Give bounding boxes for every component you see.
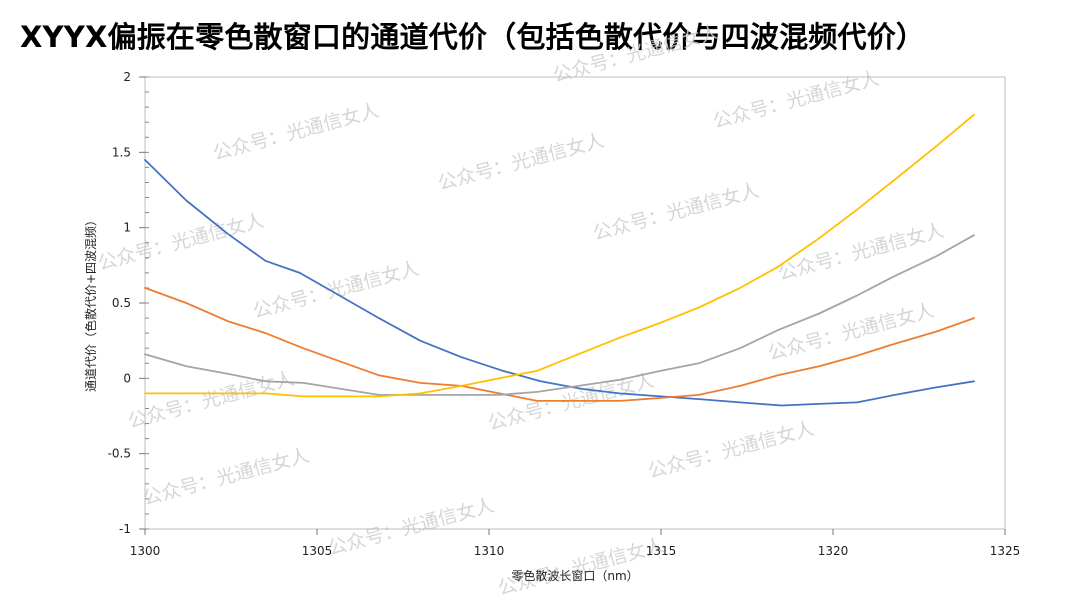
watermark-text: 公众号：光通信女人 bbox=[776, 219, 947, 285]
series-line-4 bbox=[144, 113, 975, 398]
series-line-3 bbox=[144, 234, 975, 396]
watermark-layer: 公众号：光通信女人公众号：光通信女人公众号：光通信女人公众号：光通信女人公众号：… bbox=[96, 21, 947, 600]
y-tick-label: 0.5 bbox=[112, 296, 131, 310]
x-tick-label: 1325 bbox=[990, 544, 1021, 558]
watermark-text: 公众号：光通信女人 bbox=[436, 129, 607, 195]
series-line-2 bbox=[144, 286, 975, 402]
watermark-text: 公众号：光通信女人 bbox=[496, 534, 667, 600]
y-tick-label: -0.5 bbox=[108, 447, 131, 461]
watermark-text: 公众号：光通信女人 bbox=[326, 494, 497, 560]
y-tick-label: 1.5 bbox=[112, 145, 131, 159]
x-tick-label: 1305 bbox=[302, 544, 333, 558]
y-tick-label: 0 bbox=[123, 371, 131, 385]
series-layer bbox=[144, 113, 975, 407]
series-line-1 bbox=[144, 158, 975, 407]
watermark-text: 公众号：光通信女人 bbox=[486, 369, 657, 435]
x-tick-label: 1320 bbox=[818, 544, 849, 558]
y-axis-title: 通道代价（色散代价+四波混频） bbox=[83, 214, 98, 392]
watermark-text: 公众号：光通信女人 bbox=[591, 179, 762, 245]
watermark-text: 公众号：光通信女人 bbox=[96, 209, 267, 275]
watermark-text: 公众号：光通信女人 bbox=[211, 99, 382, 165]
axis-ticks: -1 -0.5 0 0.5 1 1.5 2 1300 1305 1310 1315 1320 1325 bbox=[108, 70, 1021, 558]
watermark-text: 公众号：光通信女人 bbox=[141, 444, 312, 510]
watermark-text: 公众号：光通信女人 bbox=[251, 257, 422, 323]
watermark-text: 公众号：光通信女人 bbox=[126, 367, 297, 433]
watermark-text: 公众号：光通信女人 bbox=[766, 299, 937, 365]
y-tick-label: 2 bbox=[123, 70, 131, 84]
x-axis-title: 零色散波长窗口（nm） bbox=[511, 568, 638, 583]
watermark-text: 公众号：光通信女人 bbox=[646, 417, 817, 483]
y-tick-label: 1 bbox=[123, 221, 131, 235]
x-tick-label: 1315 bbox=[646, 544, 677, 558]
y-tick-label: -1 bbox=[119, 522, 131, 536]
x-tick-label: 1310 bbox=[474, 544, 505, 558]
x-tick-label: 1300 bbox=[130, 544, 161, 558]
chart-title: XYYX偏振在零色散窗口的通道代价（包括色散代价与四波混频代价） bbox=[20, 20, 926, 54]
y-axis-minor-ticks bbox=[145, 76, 149, 530]
